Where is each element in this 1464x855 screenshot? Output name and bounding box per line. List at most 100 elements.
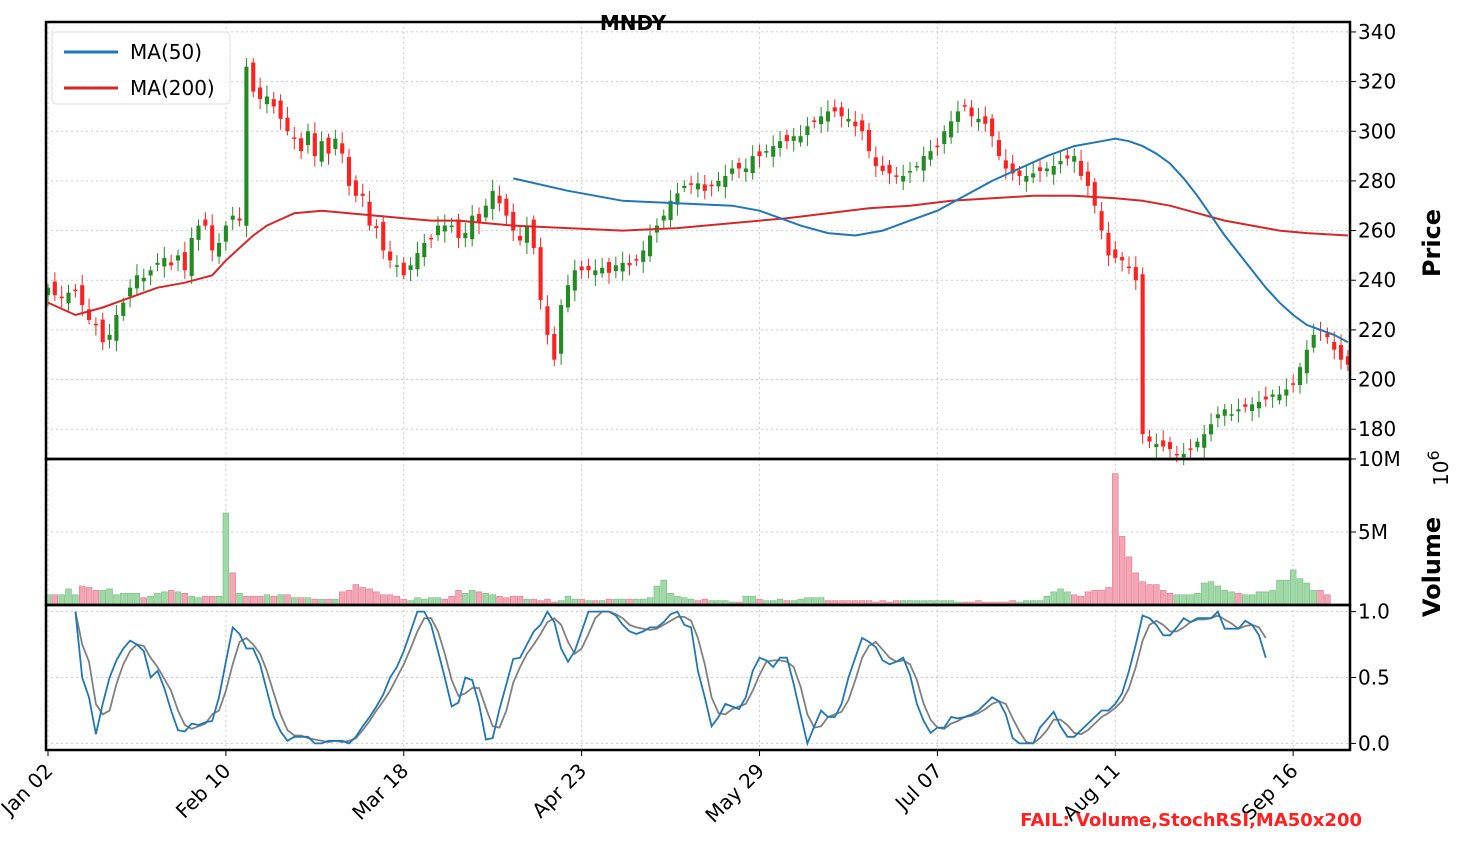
candle-body [1174,453,1179,456]
volume-bar [154,593,161,606]
volume-bar [742,595,750,606]
candle-body [949,121,954,138]
volume-bar [1276,579,1283,606]
volume-bar [58,594,65,606]
candle-body [942,131,947,145]
candle-body [196,225,201,240]
legend-ma50-label: MA(50) [130,40,202,64]
volume-bar [366,588,373,606]
candle-body [1120,257,1125,261]
candle-body [996,140,1002,157]
candle-body [736,162,742,169]
candle-body [305,131,311,146]
candle-body [668,200,673,220]
candle-body [388,251,393,261]
candle-body [73,289,78,292]
legend-ma200-label: MA(200) [130,76,215,100]
volume-bar [181,593,189,606]
volume-bar [167,590,175,606]
candle-body [155,262,160,265]
volume-bar [215,595,223,606]
candle-body [271,99,276,107]
candle-body [1079,160,1084,176]
candle-body [86,309,92,320]
price-tick-label: 180 [1358,417,1396,441]
candle-body [1140,274,1145,435]
volume-bar [660,579,667,606]
candle-body [1167,442,1173,450]
volume-bar [1262,591,1270,606]
volume-bar [51,594,59,606]
volume-bar [455,590,462,606]
candle-body [1147,436,1152,442]
legend-box [51,31,231,105]
candle-body [682,185,687,189]
volume-bar [1166,593,1174,606]
candle-body [531,219,536,248]
volume-bar [496,595,503,606]
candle-body [374,226,379,229]
candle-body [695,183,700,190]
x-tick-label: Feb 10 [171,759,236,824]
candle-body [1229,414,1234,416]
volume-bar [1077,595,1085,606]
candle-body [299,138,304,152]
candle-body [422,242,427,258]
volume-bar [1125,556,1133,606]
candle-body [1263,396,1268,400]
volume-bar [359,587,366,606]
volume-bar [489,594,496,606]
volume-bar [1310,590,1317,606]
candle-body [901,175,906,182]
candle-body [1270,394,1275,397]
candle-body [476,213,482,224]
candle-body [983,116,988,124]
volume-bar [85,587,93,606]
candle-body [367,201,372,226]
candle-body [114,314,119,341]
volume-bar [120,593,127,606]
candle-body [52,281,57,296]
volume-bar [1235,593,1242,606]
candle-body [1133,267,1138,281]
candle-body [586,265,591,271]
candle-body [1085,171,1090,186]
candle-body [210,225,215,251]
candle-body [935,145,940,148]
candle-body [340,143,345,154]
price-tick-label: 320 [1358,70,1396,94]
candle-body [134,275,139,289]
candle-body [675,193,680,205]
volume-panel [44,473,1331,606]
volume-bar [1173,594,1181,606]
volume-bar [373,591,380,606]
candle-body [80,285,85,306]
candle-body [559,305,564,354]
volume-bar [1201,582,1208,606]
candle-body [490,190,495,209]
candle-body [285,117,290,132]
candle-body [244,66,249,226]
price-tick-label: 260 [1358,219,1396,243]
candle-body [1284,389,1289,396]
candle-body [634,259,639,261]
candle-body [1222,409,1227,416]
candle-body [552,334,557,360]
candle-body [504,198,509,216]
candle-body [805,126,810,135]
candle-body [572,270,577,291]
volume-bar [174,591,182,606]
volume-tick-label: 10M [1358,447,1401,471]
volume-bar [674,595,681,606]
candle-body [545,306,550,335]
candle-body [1236,409,1241,412]
price-tick-label: 200 [1358,368,1396,392]
candle-body [1010,163,1015,174]
candle-body [661,215,666,221]
candle-body [1325,333,1330,338]
candle-body [894,175,899,177]
stoch-d-line [74,610,1267,745]
volume-bar [243,595,250,606]
axes: Jan 02 Feb 10 Mar 18 Apr 23 May 29 Jul 07 Aug … [0,20,1401,827]
